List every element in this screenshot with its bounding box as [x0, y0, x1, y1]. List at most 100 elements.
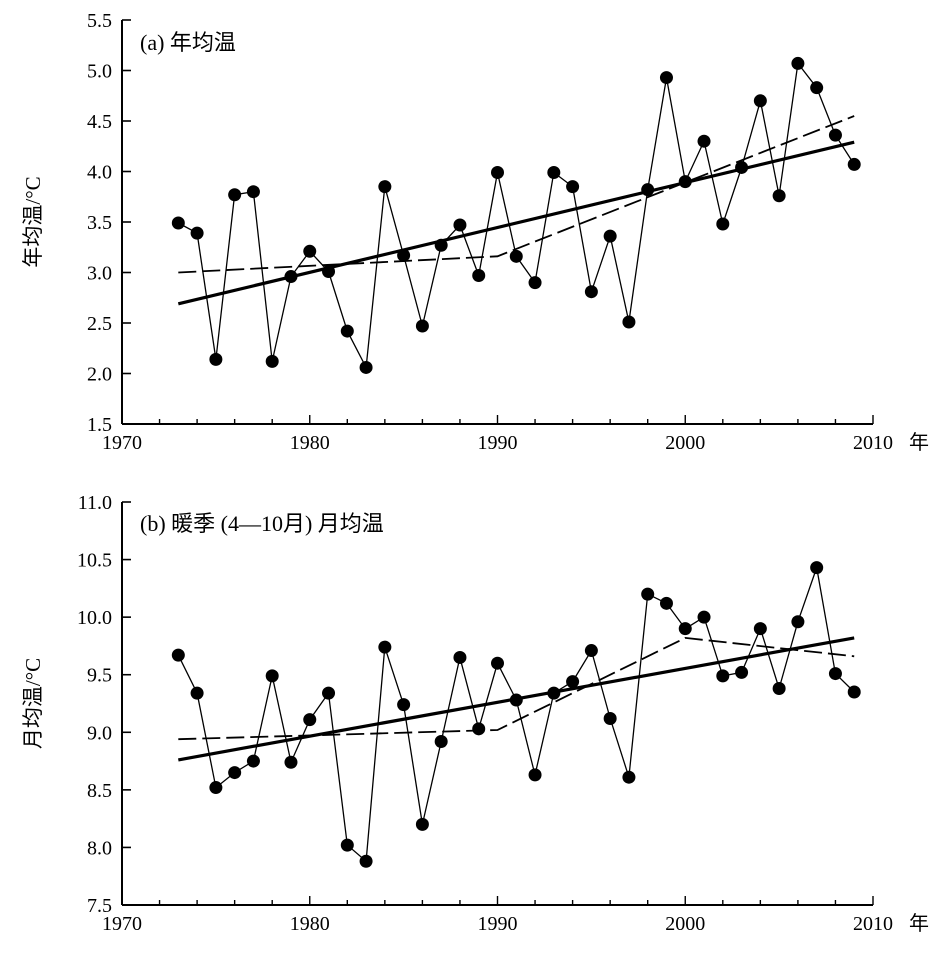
- data-point: [584, 644, 598, 658]
- data-point: [340, 838, 354, 852]
- data-point: [603, 229, 617, 243]
- data-point: [265, 354, 279, 368]
- data-point: [265, 669, 279, 683]
- y-tick-label: 3.5: [87, 212, 112, 234]
- x-tick-label: 1990: [478, 432, 518, 454]
- y-tick-label: 5.5: [87, 10, 112, 32]
- data-point: [828, 667, 842, 681]
- y-tick-label: 4.0: [87, 162, 112, 184]
- data-point: [772, 189, 786, 203]
- data-point: [678, 622, 692, 636]
- data-point: [472, 722, 486, 736]
- data-point: [791, 56, 805, 70]
- data-point: [847, 685, 861, 699]
- y-tick-label: 11.0: [78, 492, 112, 514]
- piecewise-trend-line: [178, 115, 855, 274]
- data-point: [641, 587, 655, 601]
- data-point: [190, 226, 204, 240]
- data-point: [378, 180, 392, 194]
- data-point: [378, 640, 392, 654]
- y-tick-label: 9.5: [87, 665, 112, 687]
- data-point: [472, 269, 486, 283]
- panel-b: 7.5 8.0 8.5 9.0 9.5 10.0 10.5 11.0 1970 1980 1990 2…: [21, 492, 929, 935]
- data-point: [847, 157, 861, 171]
- x-unit-label: 年: [909, 431, 929, 454]
- data-point: [246, 754, 260, 768]
- x-tick-label: 1990: [478, 913, 518, 935]
- data-point: [453, 218, 467, 232]
- y-tick-label: 9.0: [87, 722, 112, 744]
- x-tick-label: 1980: [290, 432, 330, 454]
- data-point: [528, 768, 542, 782]
- data-point: [509, 249, 523, 263]
- x-tick-label: 2000: [665, 432, 705, 454]
- x-tick-label: 1970: [102, 913, 142, 935]
- observed-series-line: [177, 565, 855, 863]
- x-unit-label: 年: [909, 912, 929, 935]
- panel-title: (a) 年均温: [140, 30, 236, 55]
- data-point: [303, 713, 317, 727]
- x-tick-label: 2010: [853, 913, 893, 935]
- data-point: [209, 781, 223, 795]
- data-point: [828, 128, 842, 142]
- data-point: [603, 711, 617, 725]
- data-point: [415, 817, 429, 831]
- x-tick-label: 2010: [853, 432, 893, 454]
- data-point: [228, 766, 242, 780]
- y-tick-label: 2.0: [87, 364, 112, 386]
- y-tick-label: 7.5: [87, 895, 112, 917]
- data-point: [340, 324, 354, 338]
- data-point: [190, 686, 204, 700]
- data-point: [415, 319, 429, 333]
- piecewise-trend-line: [178, 636, 855, 741]
- data-point: [753, 622, 767, 636]
- y-tick-label: 1.5: [87, 414, 112, 436]
- observed-series-line: [177, 61, 855, 370]
- data-point: [772, 682, 786, 696]
- data-point: [359, 854, 373, 868]
- data-point: [659, 71, 673, 85]
- data-point: [246, 185, 260, 199]
- data-point: [659, 596, 673, 610]
- data-point: [434, 734, 448, 748]
- y-tick-label: 4.5: [87, 111, 112, 133]
- data-point: [753, 94, 767, 108]
- data-point: [209, 352, 223, 366]
- y-tick-label: 8.0: [87, 837, 112, 859]
- y-tick-label: 10.5: [77, 550, 112, 572]
- data-point: [528, 276, 542, 290]
- y-tick-label: 2.5: [87, 313, 112, 335]
- data-point: [791, 615, 805, 629]
- data-point: [284, 755, 298, 769]
- data-point: [584, 285, 598, 299]
- data-point: [566, 675, 580, 689]
- data-point: [622, 770, 636, 784]
- x-tick-label: 1970: [102, 432, 142, 454]
- data-point: [810, 81, 824, 95]
- data-point: [547, 166, 561, 180]
- y-tick-label: 10.0: [77, 607, 112, 629]
- data-point: [622, 315, 636, 329]
- data-point: [303, 244, 317, 258]
- y-axis-title: 年均温/°C: [21, 176, 45, 267]
- data-point: [566, 180, 580, 194]
- panel-title: (b) 暖季 (4—10月) 月均温: [140, 511, 384, 536]
- data-point: [359, 360, 373, 374]
- y-tick-label: 8.5: [87, 780, 112, 802]
- data-point: [697, 610, 711, 624]
- data-point: [397, 698, 411, 712]
- linear-trend-line: [177, 140, 855, 306]
- data-point: [697, 134, 711, 148]
- data-point: [171, 216, 185, 230]
- x-tick-label: 2000: [665, 913, 705, 935]
- data-point: [491, 166, 504, 180]
- y-axis-title: 月均温/°C: [21, 658, 45, 749]
- x-tick-label: 1980: [290, 913, 330, 935]
- data-point: [491, 656, 504, 670]
- y-tick-label: 5.0: [87, 61, 112, 83]
- data-point: [171, 648, 185, 662]
- data-point: [322, 686, 336, 700]
- data-point: [716, 669, 730, 683]
